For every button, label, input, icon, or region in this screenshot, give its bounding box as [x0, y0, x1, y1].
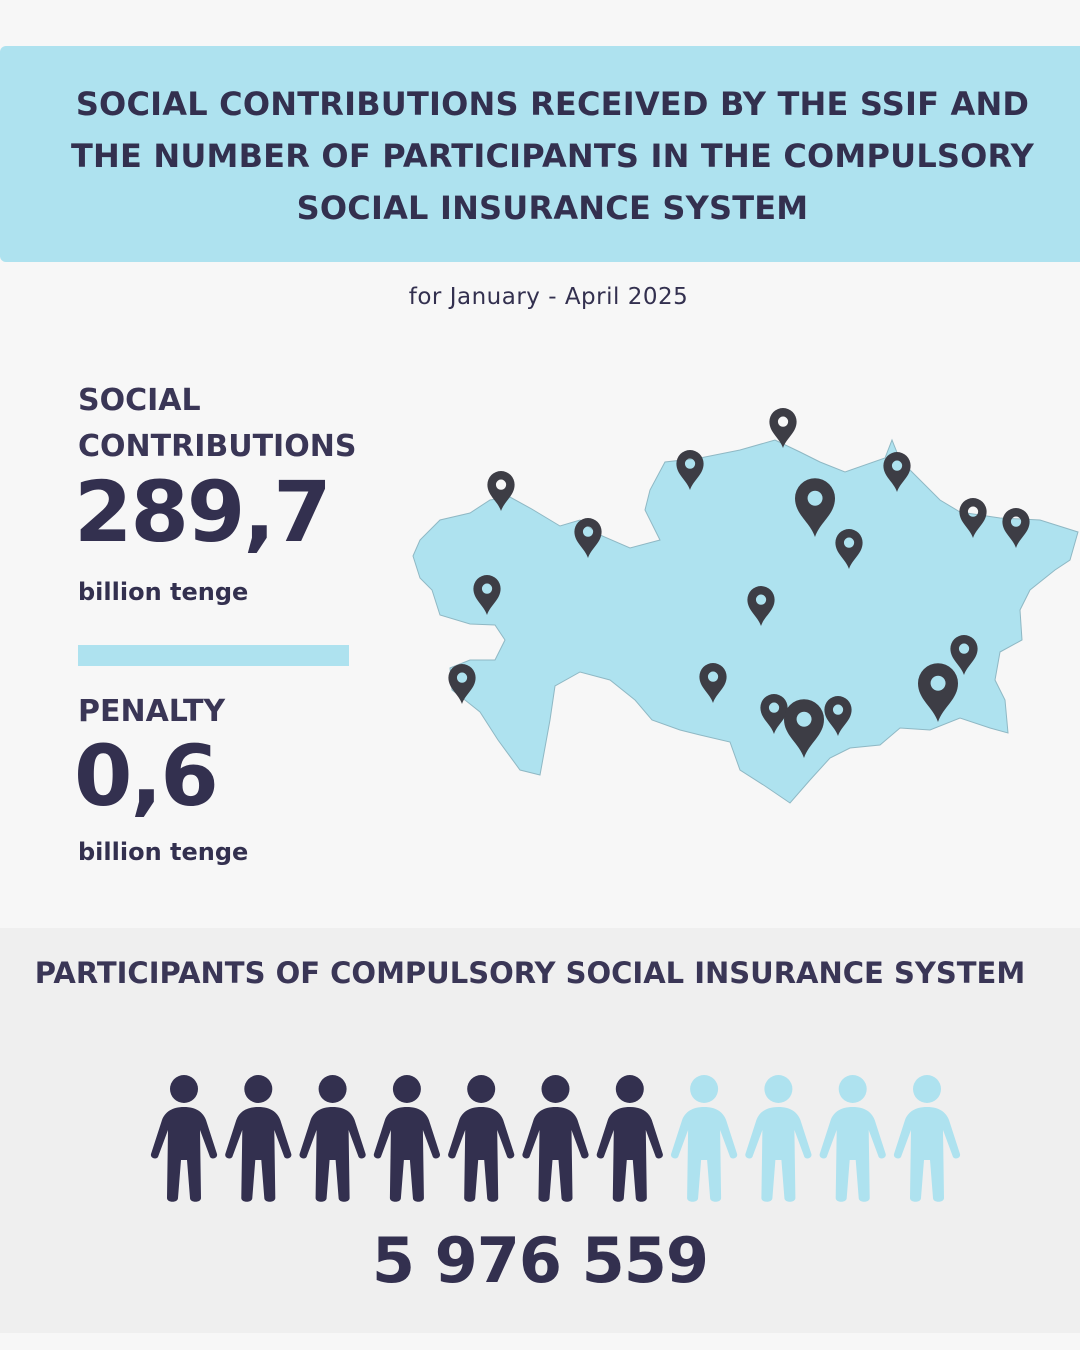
person-icon [448, 1075, 515, 1202]
penalty-unit: billion tenge [78, 838, 249, 866]
person-icon [819, 1075, 886, 1202]
person-icon [596, 1075, 663, 1202]
header-band [0, 46, 1080, 262]
participants-title: PARTICIPANTS OF COMPULSORY SOCIAL INSURA… [34, 956, 1026, 990]
divider-bar [78, 645, 349, 666]
person-icon [299, 1075, 366, 1202]
map-land-shape [412, 438, 1079, 804]
penalty-label: PENALTY [78, 694, 226, 729]
contributions-value: 289,7 [74, 463, 332, 561]
person-icon [893, 1075, 961, 1202]
person-icon [522, 1075, 589, 1202]
person-icon [373, 1075, 441, 1202]
participants-people-icons [150, 1075, 961, 1202]
participants-count: 5 976 559 [371, 1224, 709, 1297]
period-subtitle: for January - April 2025 [408, 284, 689, 310]
kazakhstan-map [412, 408, 1079, 804]
person-icon [670, 1075, 738, 1202]
contributions-unit: billion tenge [78, 578, 249, 606]
contributions-label: SOCIAL CONTRIBUTIONS [78, 383, 357, 464]
person-icon [225, 1075, 292, 1202]
page-title: SOCIAL CONTRIBUTIONS RECEIVED BY THE SSI… [70, 85, 1035, 227]
person-icon [745, 1075, 812, 1202]
penalty-value: 0,6 [74, 727, 219, 825]
person-icon [150, 1075, 218, 1202]
